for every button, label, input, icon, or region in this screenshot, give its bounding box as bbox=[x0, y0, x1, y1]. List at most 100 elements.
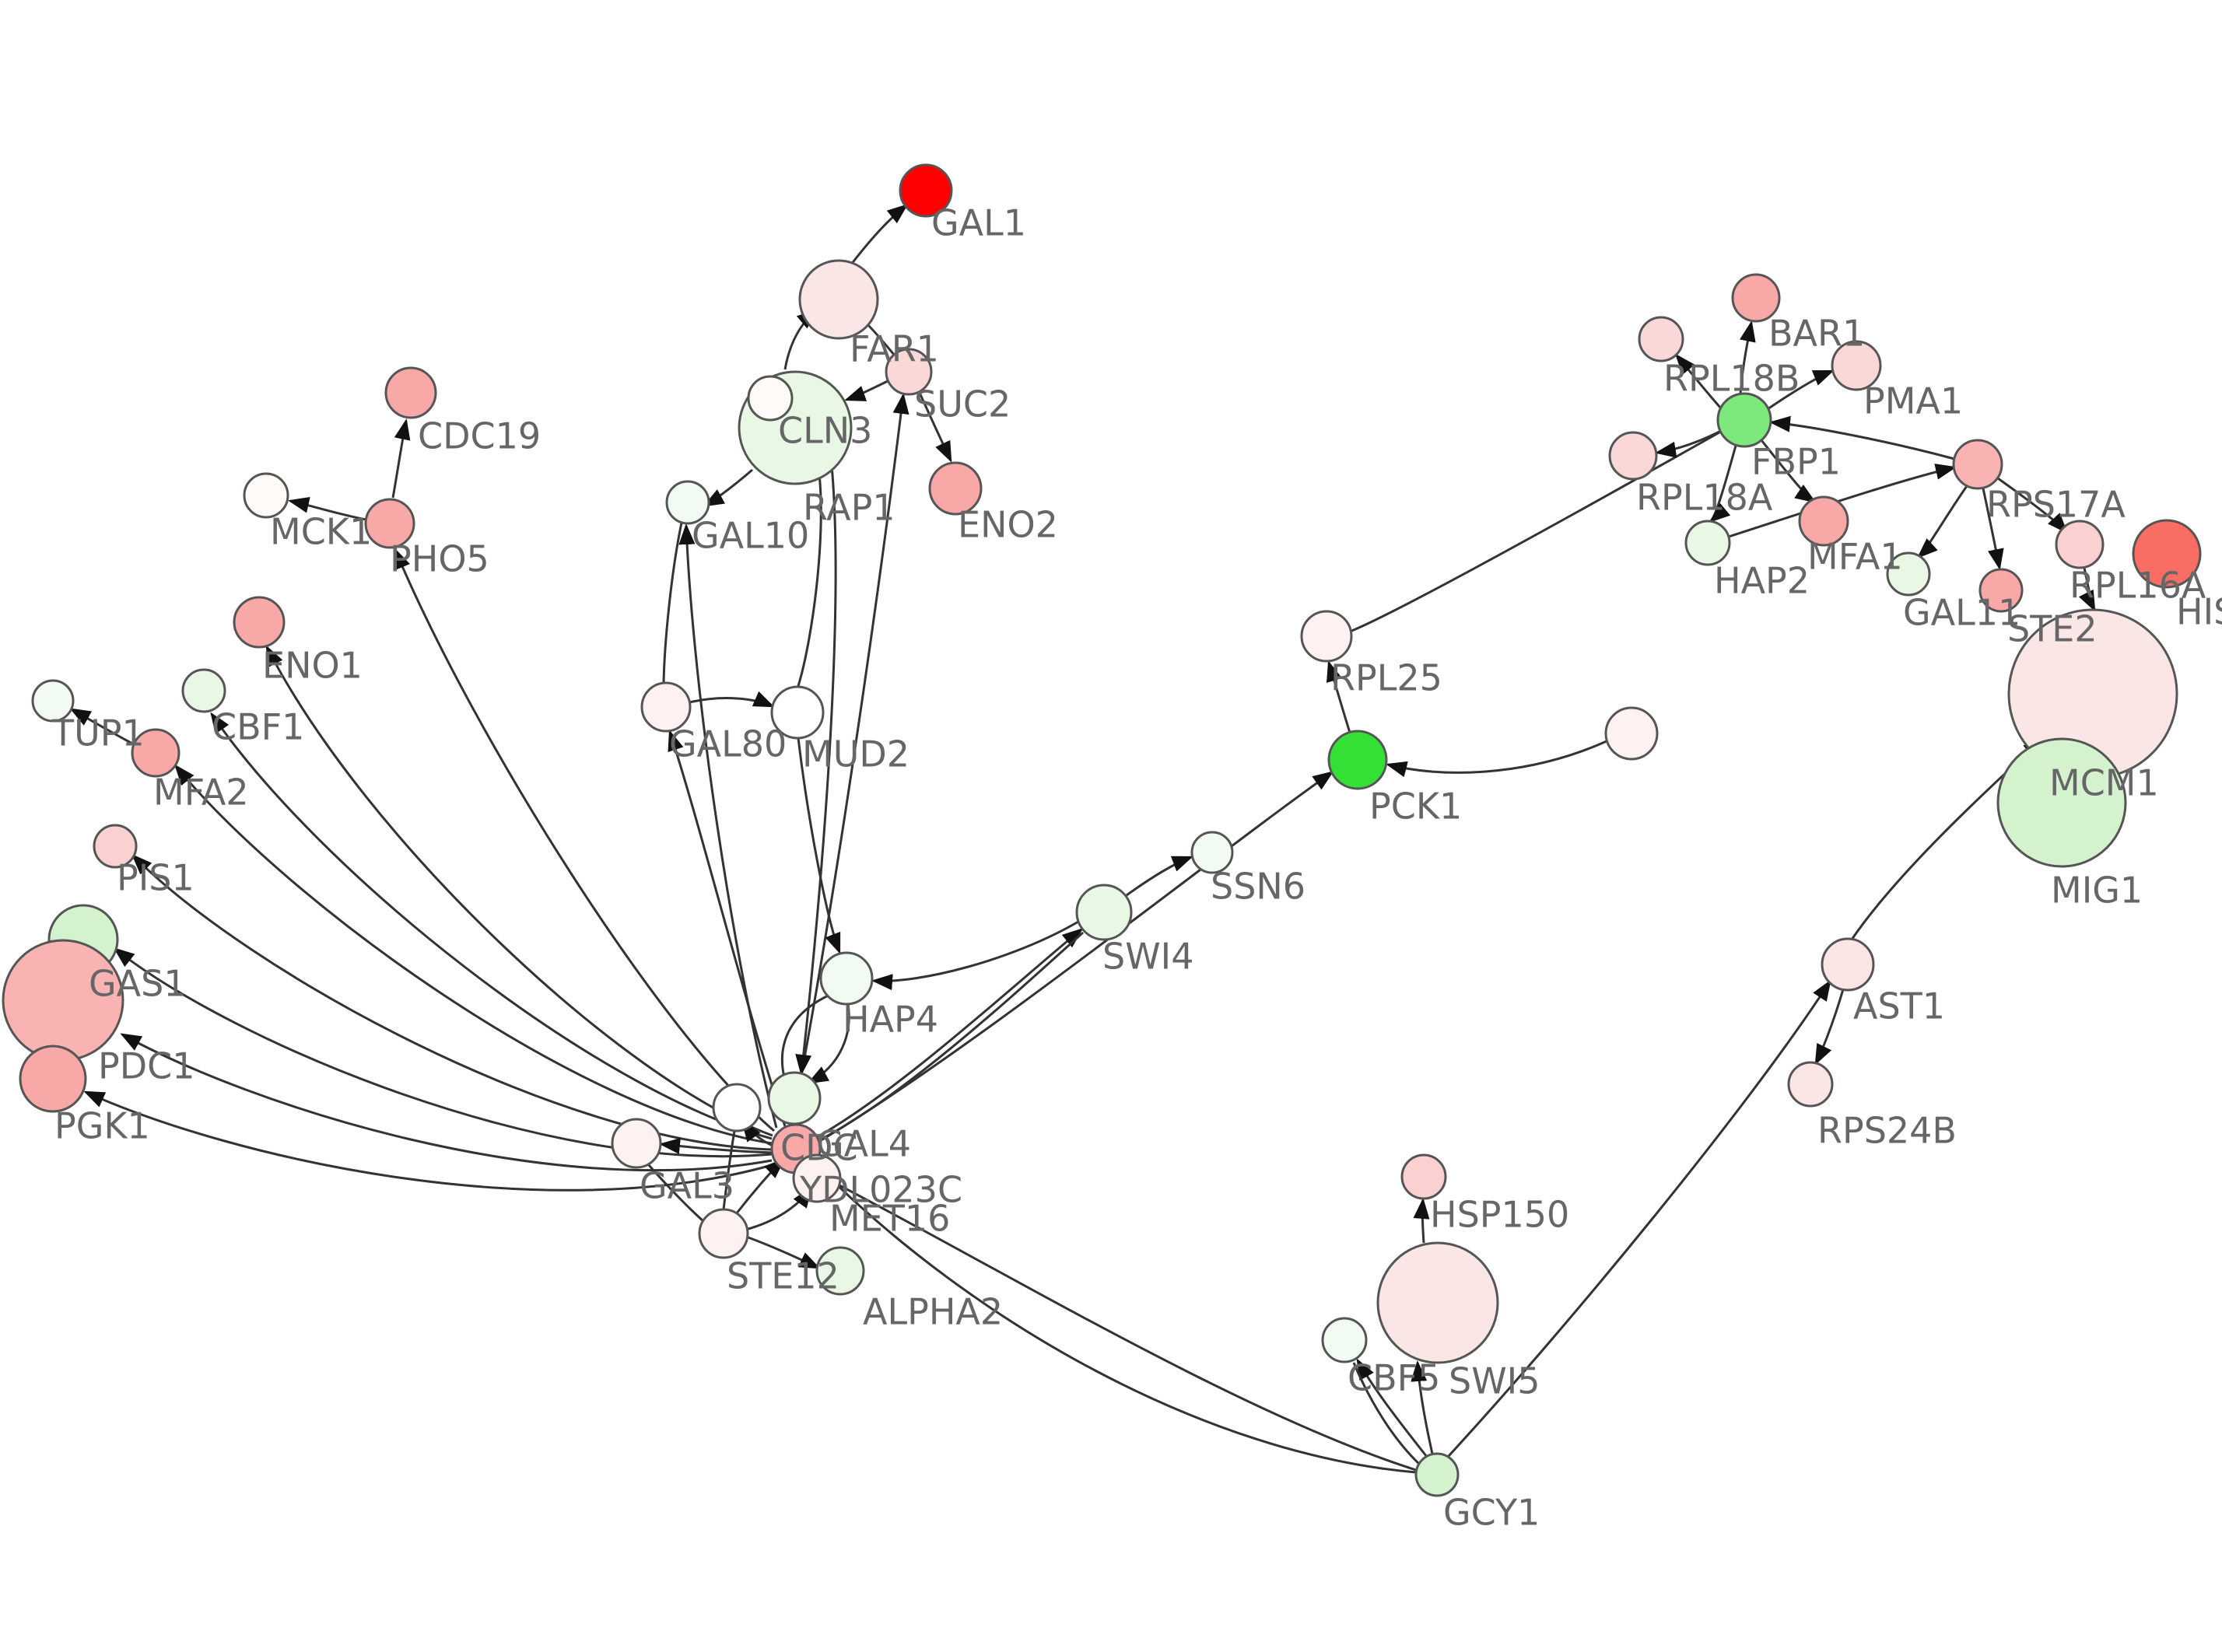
node-cdc39[interactable] bbox=[712, 1083, 762, 1132]
node-cbf5[interactable] bbox=[1321, 1317, 1368, 1363]
edge-gcy1-to-cbf5 bbox=[1356, 1358, 1428, 1458]
node-suc2[interactable] bbox=[885, 348, 933, 396]
edge-cdc39-to-ste12 bbox=[722, 1130, 736, 1210]
edge-fbp1-to-hap2 bbox=[1709, 445, 1737, 523]
node-mig1[interactable] bbox=[1996, 737, 2127, 868]
node-label-eno1: ENO1 bbox=[262, 645, 363, 687]
node-rpl25[interactable] bbox=[1300, 610, 1353, 663]
node-rpl18a[interactable] bbox=[1608, 431, 1658, 481]
node-pma1[interactable] bbox=[1831, 340, 1882, 391]
edge-layer bbox=[69, 204, 2096, 1474]
node-label-his4: HIS4 bbox=[2176, 591, 2222, 633]
node-cbf1[interactable] bbox=[181, 668, 226, 713]
node-label-rps17a: RPS17A bbox=[1986, 484, 2126, 526]
node-ast1[interactable] bbox=[1821, 937, 1875, 992]
node-hap4[interactable] bbox=[819, 951, 874, 1006]
node-gal3[interactable] bbox=[611, 1118, 662, 1169]
edge-rpl16a-to-mcm1 bbox=[2078, 567, 2096, 612]
node-mfa2[interactable] bbox=[131, 728, 180, 778]
node-rps24b[interactable] bbox=[1787, 1061, 1834, 1108]
node-cdc19[interactable] bbox=[384, 366, 437, 419]
node-ydl023c[interactable] bbox=[792, 1153, 842, 1203]
node-label-cbf1: CBF1 bbox=[212, 706, 304, 748]
edge-rps17a-to-ste2 bbox=[1982, 488, 2004, 570]
node-tup1[interactable] bbox=[31, 679, 75, 723]
node-pgk1[interactable] bbox=[19, 1045, 87, 1113]
node-eno2[interactable] bbox=[928, 461, 983, 516]
node-label-hap2: HAP2 bbox=[1714, 560, 1810, 602]
node-ssn6[interactable] bbox=[1190, 831, 1234, 874]
edge-gal4-to-gcy1 bbox=[815, 1164, 1417, 1474]
edge-pho5-to-mck1 bbox=[288, 496, 366, 521]
node-label-ydl023c: YDL023C bbox=[799, 1169, 962, 1211]
edge-met16-to-hap4 bbox=[780, 992, 832, 1078]
edge-fbp1-to-bar1 bbox=[1739, 320, 1756, 394]
node-label-gal11: GAL11 bbox=[1903, 592, 2020, 634]
node-label-gal10: GAL10 bbox=[692, 515, 809, 557]
node-gal1[interactable] bbox=[899, 163, 953, 218]
node-unlab1[interactable] bbox=[1604, 706, 1659, 761]
node-far1[interactable] bbox=[798, 259, 879, 340]
edge-fbp1-to-rpl18a bbox=[1655, 430, 1720, 458]
edge-ydl023c-to-gcy1 bbox=[839, 1184, 1417, 1472]
edge-gal4-to-swi4 bbox=[816, 928, 1084, 1139]
node-rpl18b[interactable] bbox=[1638, 316, 1684, 362]
node-bar1[interactable] bbox=[1731, 273, 1781, 323]
edge-gal4-to-mfa2 bbox=[174, 764, 773, 1145]
node-pis1[interactable] bbox=[93, 824, 138, 869]
edge-fbp1-to-pma1 bbox=[1767, 369, 1835, 411]
node-gal10[interactable] bbox=[665, 480, 710, 525]
node-hsp150[interactable] bbox=[1400, 1153, 1447, 1200]
node-label-ste12: STE12 bbox=[727, 1255, 839, 1297]
node-met16[interactable] bbox=[767, 1071, 822, 1125]
edge-fbp1-to-mfa1 bbox=[1760, 439, 1817, 503]
edge-ast1-to-rps24b bbox=[1814, 989, 1845, 1066]
edge-gal10-to-gal80 bbox=[662, 522, 683, 683]
node-ste12[interactable] bbox=[698, 1208, 749, 1259]
edge-rap1-to-met16 bbox=[795, 443, 837, 1076]
node-label-pho5: PHO5 bbox=[390, 538, 489, 580]
node-label-far1: FAR1 bbox=[850, 328, 939, 370]
edge-gal4-to-pis1 bbox=[131, 853, 773, 1151]
edge-hap4-to-met16 bbox=[807, 1003, 850, 1084]
node-gal80[interactable] bbox=[640, 681, 692, 733]
node-eno1[interactable] bbox=[233, 596, 286, 649]
edge-mud2-to-hap4 bbox=[797, 737, 841, 954]
node-mck1[interactable] bbox=[243, 472, 289, 519]
node-label-ast1: AST1 bbox=[1853, 985, 1945, 1027]
edge-mfa2-to-tup1 bbox=[69, 708, 135, 746]
node-label-hsp150: HSP150 bbox=[1430, 1194, 1569, 1236]
node-rap1[interactable] bbox=[747, 375, 794, 422]
node-rpl16a[interactable] bbox=[2055, 520, 2105, 569]
node-pho5[interactable] bbox=[364, 498, 415, 549]
edge-suc2-to-cln3 bbox=[844, 380, 888, 401]
edge-gal4-to-eno1 bbox=[265, 645, 773, 1137]
node-pck1[interactable] bbox=[1327, 730, 1388, 790]
node-label-swi4: SWI4 bbox=[1102, 936, 1194, 978]
edge-ste12-to-alpha2 bbox=[745, 1235, 821, 1269]
node-ste2[interactable] bbox=[1978, 568, 2024, 613]
edge-swi5-to-hsp150 bbox=[1413, 1198, 1430, 1244]
node-gal11[interactable] bbox=[1886, 551, 1931, 597]
node-label-alpha2: ALPHA2 bbox=[863, 1291, 1003, 1333]
node-swi4[interactable] bbox=[1075, 884, 1133, 941]
node-label-cln3: CLN3 bbox=[778, 410, 872, 452]
node-fbp1[interactable] bbox=[1716, 392, 1772, 448]
node-swi5[interactable] bbox=[1376, 1241, 1499, 1364]
node-rps17a[interactable] bbox=[1952, 439, 2003, 490]
edge-hap2-to-rps17a bbox=[1728, 464, 1957, 538]
node-label-eno2: ENO2 bbox=[958, 504, 1058, 546]
edge-rps17a-to-gal11 bbox=[1916, 485, 1968, 559]
node-label-mig1: MIG1 bbox=[2051, 870, 2143, 912]
edge-gcy1-to-cbf5b bbox=[1352, 1362, 1422, 1467]
edge-swi4-to-hap4 bbox=[871, 920, 1079, 991]
edge-fbp1-to-rpl25 bbox=[1349, 431, 1720, 633]
node-alpha2[interactable] bbox=[815, 1246, 865, 1296]
node-mfa1[interactable] bbox=[1798, 495, 1849, 547]
node-his4[interactable] bbox=[2132, 519, 2202, 589]
edge-gal4-to-gal10 bbox=[678, 523, 778, 1129]
edge-gcy1-to-swi5 bbox=[1411, 1360, 1434, 1454]
node-mud2[interactable] bbox=[770, 685, 825, 740]
node-hap2[interactable] bbox=[1684, 520, 1731, 566]
node-gcy1[interactable] bbox=[1414, 1452, 1460, 1497]
